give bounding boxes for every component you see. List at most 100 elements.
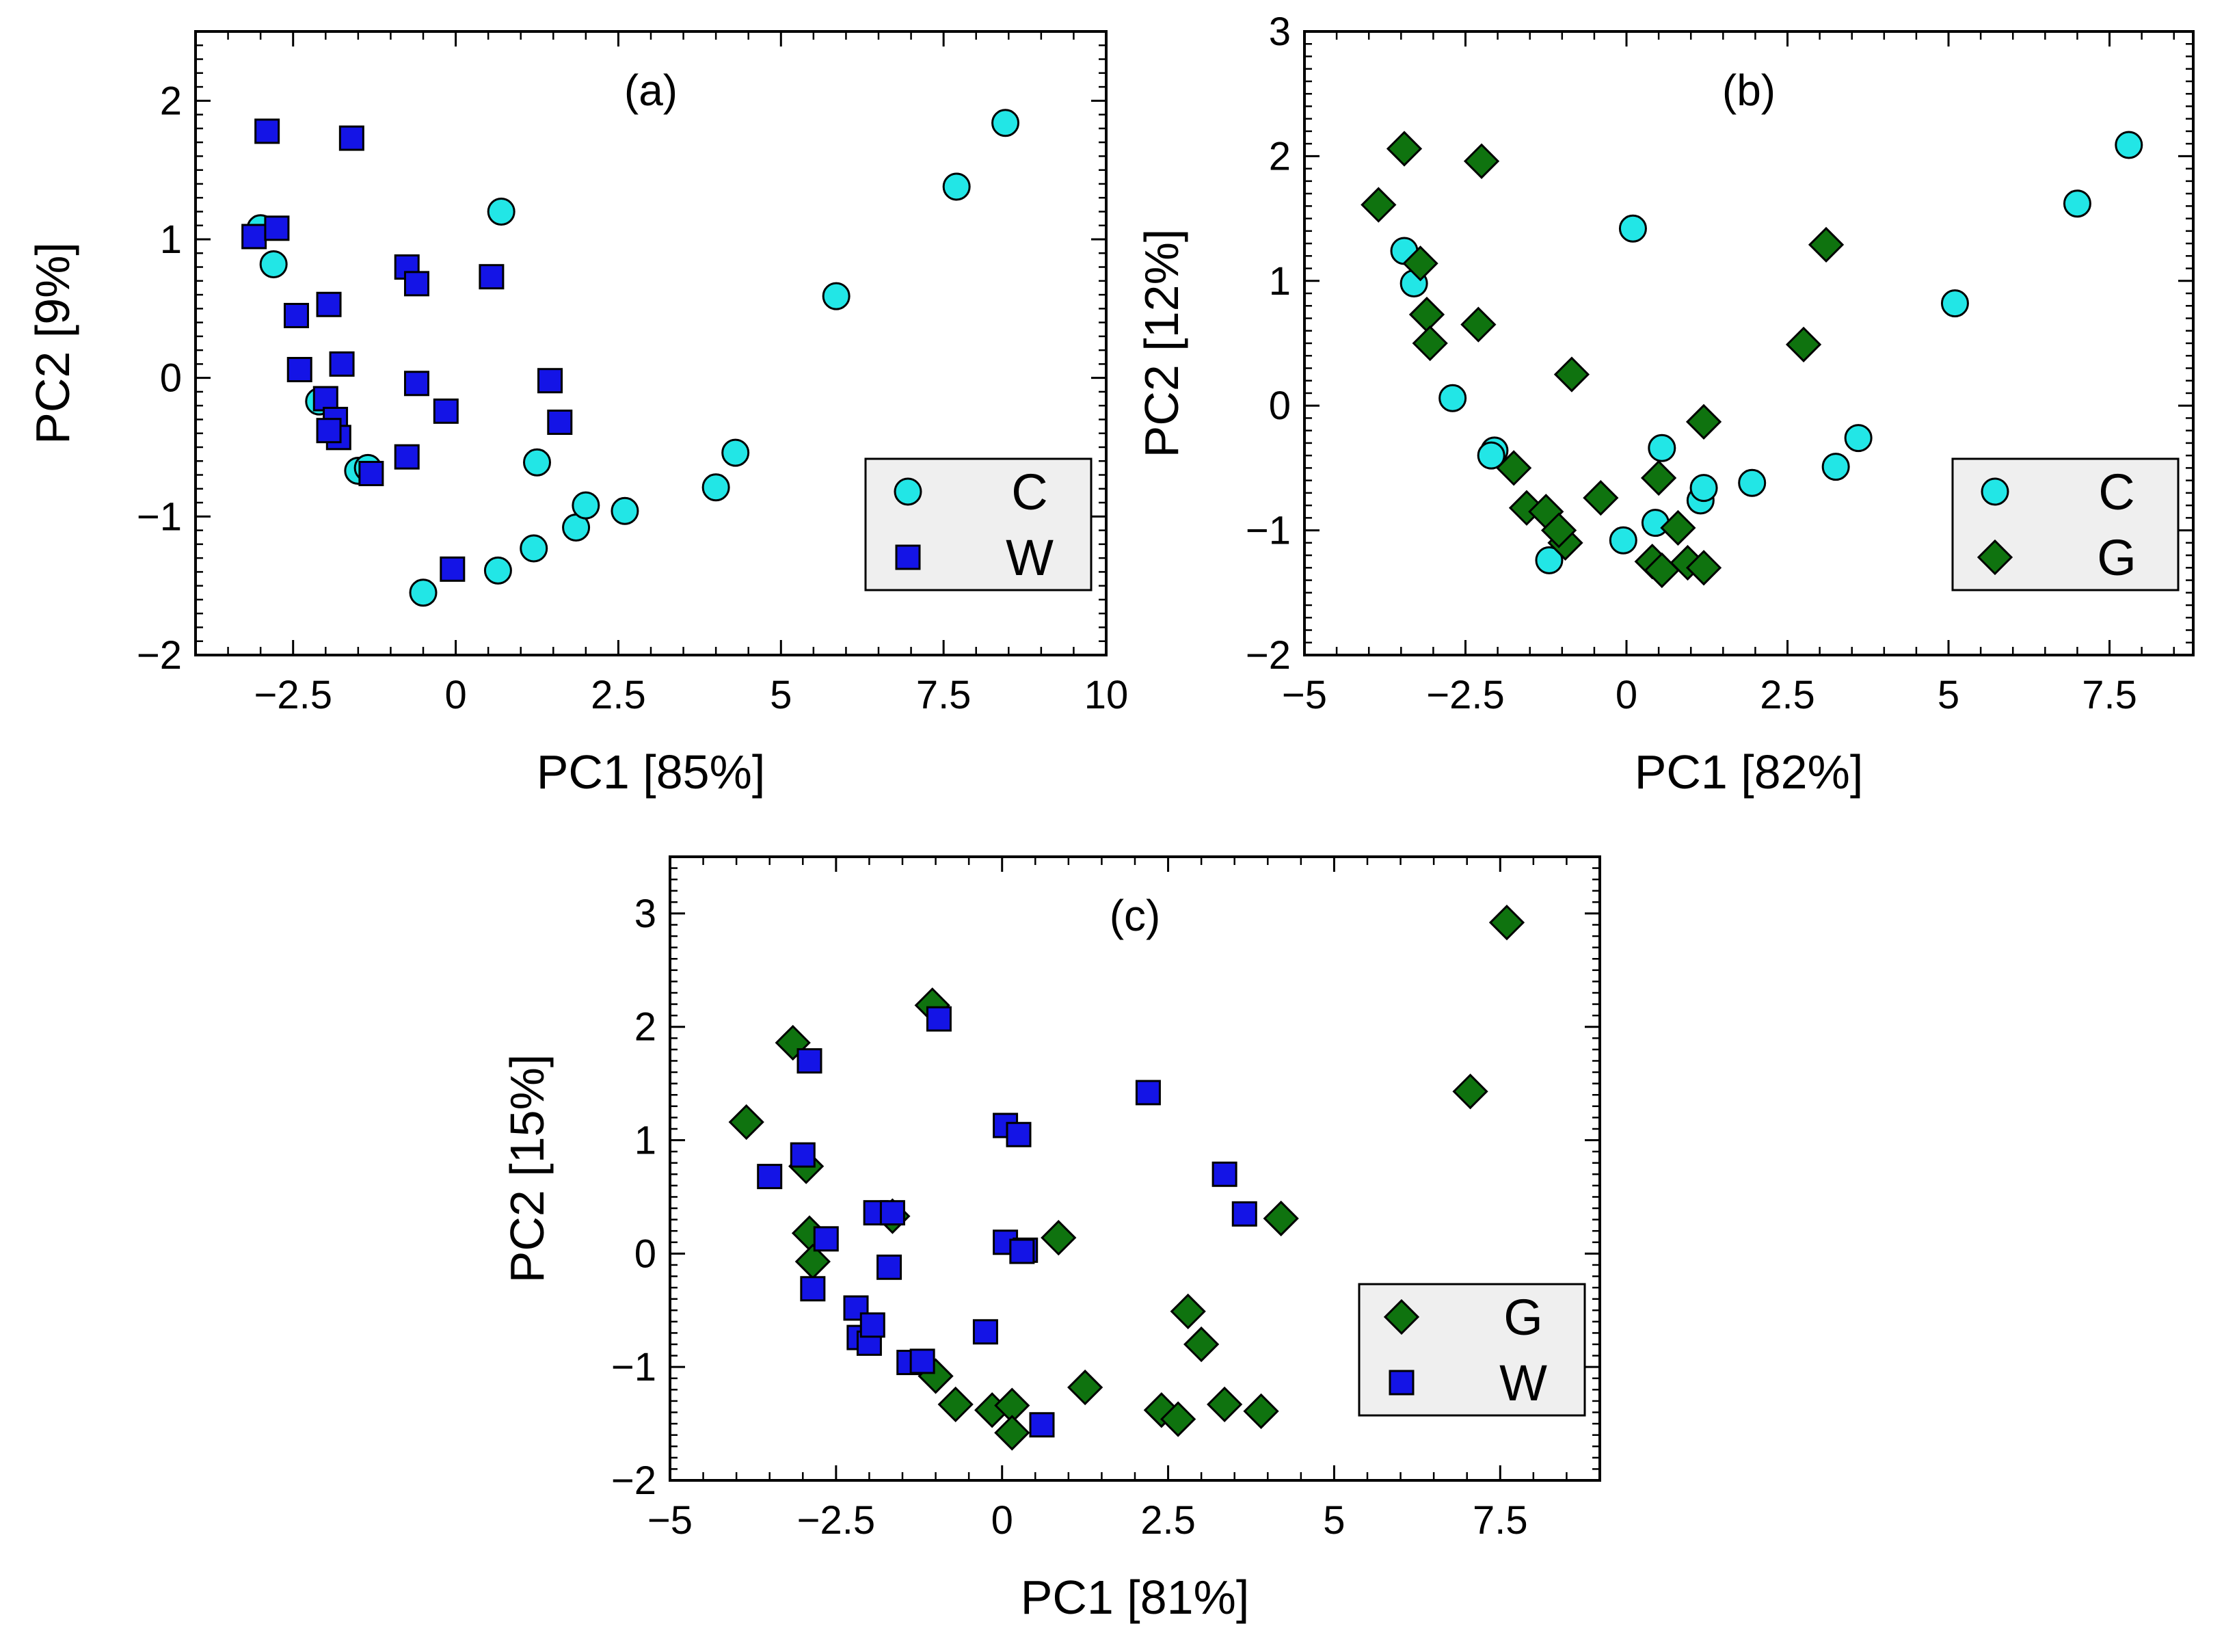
point-b-G-7 <box>1496 450 1532 486</box>
point-b-G-17 <box>1660 509 1696 546</box>
point-b-C-13 <box>1821 453 1850 481</box>
panel-b: (b) PC1 [82%] PC2 [12%] −5 −2.5 0 2.5 5 7.5 −2… <box>1135 10 2195 799</box>
panel-a: (a) PC1 [85%] PC2 [9%] −2.5 0 2.5 5 7.5 10−2−… <box>26 30 1128 799</box>
point-c-G-11 <box>994 1415 1030 1451</box>
panel-title-b: (b) <box>1722 66 1776 115</box>
point-c-W-24 <box>1231 1201 1257 1227</box>
point-a-W-14 <box>403 271 429 297</box>
legend-label-c-0: G <box>1503 1289 1543 1346</box>
x-axis-label-b: PC1 [82%] <box>1635 745 1864 799</box>
point-b-C-14 <box>1844 424 1873 453</box>
point-b-G-11 <box>1540 512 1577 548</box>
legend-marker-a-1 <box>895 544 921 570</box>
x-tick-label-c-3: 2.5 <box>1140 1498 1196 1543</box>
x-tick-label-a-0: −2.5 <box>254 673 332 717</box>
data-points-b <box>1361 131 2143 589</box>
legend-label-b-1: G <box>2097 529 2136 586</box>
point-c-G-22 <box>1488 905 1525 941</box>
point-a-C-11 <box>572 491 600 520</box>
axis-ticks-b: −5 −2.5 0 2.5 5 7.5 −2 −1 0 1 2 3 <box>1246 10 2193 717</box>
legend-symbol-a-C <box>894 477 922 506</box>
x-tick-label-c-4: 5 <box>1323 1498 1345 1543</box>
point-a-W-9 <box>329 351 355 377</box>
legend-marker-c-1 <box>1389 1370 1415 1396</box>
point-a-C-8 <box>523 448 551 477</box>
legend-box-b <box>1951 457 2180 591</box>
panel-title-c: (c) <box>1110 891 1161 940</box>
point-c-W-4 <box>813 1226 839 1252</box>
y-tick-label-a-3: 1 <box>160 217 182 262</box>
point-b-C-2 <box>1438 384 1467 412</box>
y-tick-label-b-1: −1 <box>1246 509 1291 553</box>
point-c-W-10 <box>879 1200 905 1226</box>
point-b-C-17 <box>2115 131 2143 159</box>
panel-c: (c) PC1 [81%] PC2 [15%] −5 −2.5 0 2.5 5 7.5 −2… <box>500 855 1601 1624</box>
point-b-G-2 <box>1402 245 1438 282</box>
legend-c: G W <box>1358 1283 1586 1417</box>
legend-marker-b-0 <box>1981 477 2009 506</box>
point-a-W-1 <box>254 118 280 144</box>
point-a-W-5 <box>316 291 342 317</box>
legend-marker-c-0 <box>1383 1298 1420 1335</box>
point-a-W-21 <box>547 410 573 436</box>
point-b-G-5 <box>1463 143 1500 179</box>
y-tick-label-a-2: 0 <box>160 356 182 401</box>
point-c-G-0 <box>728 1104 764 1141</box>
point-a-C-14 <box>721 438 750 467</box>
point-c-W-2 <box>796 1048 822 1074</box>
point-c-W-13 <box>909 1348 935 1374</box>
point-c-W-1 <box>790 1142 816 1168</box>
y-tick-label-b-0: −2 <box>1246 633 1291 678</box>
point-c-G-12 <box>1041 1220 1077 1256</box>
legend-box-c <box>1358 1283 1586 1417</box>
panel-title-a: (a) <box>624 66 678 115</box>
legend-marker-a-0 <box>894 477 922 506</box>
point-a-W-18 <box>440 556 466 582</box>
point-b-C-12 <box>1738 468 1767 497</box>
x-tick-label-a-3: 5 <box>770 673 792 717</box>
point-c-W-21 <box>1029 1412 1055 1438</box>
y-tick-label-a-4: 2 <box>160 79 182 123</box>
point-a-W-4 <box>286 357 312 383</box>
point-b-G-20 <box>1685 403 1722 440</box>
point-b-G-6 <box>1460 306 1497 343</box>
x-tick-label-a-4: 7.5 <box>916 673 972 717</box>
point-c-G-16 <box>1170 1293 1206 1330</box>
point-a-C-6 <box>487 197 515 226</box>
point-c-G-13 <box>1067 1369 1103 1406</box>
point-c-W-22 <box>1135 1080 1161 1106</box>
point-b-C-9 <box>1648 434 1676 462</box>
y-tick-label-c-0: −2 <box>611 1458 656 1503</box>
legend-label-c-1: W <box>1499 1355 1547 1411</box>
point-a-W-16 <box>394 444 420 470</box>
point-a-C-7 <box>483 556 512 585</box>
point-c-W-15 <box>972 1319 998 1345</box>
point-c-G-18 <box>1207 1386 1243 1423</box>
point-c-G-19 <box>1243 1393 1279 1429</box>
point-b-G-0 <box>1361 187 1397 223</box>
y-axis-label-a: PC2 [9%] <box>26 242 79 444</box>
y-tick-label-c-1: −1 <box>611 1345 656 1389</box>
x-tick-label-b-2: 0 <box>1616 673 1637 717</box>
point-a-C-13 <box>701 473 730 502</box>
x-tick-label-a-2: 2.5 <box>591 673 646 717</box>
y-axis-label-b: PC2 [12%] <box>1135 229 1188 458</box>
point-c-W-20 <box>1009 1238 1035 1264</box>
point-a-C-5 <box>409 578 438 607</box>
data-points-c <box>728 905 1525 1451</box>
point-a-W-12 <box>358 461 384 487</box>
legend-symbol-b-C <box>1981 477 2009 506</box>
legend-box-a <box>864 457 1093 591</box>
legend-symbol-c-W <box>1389 1370 1415 1396</box>
point-a-C-1 <box>259 250 288 278</box>
point-a-W-15 <box>403 371 429 397</box>
point-b-C-11 <box>1689 474 1718 503</box>
point-c-W-23 <box>1211 1161 1237 1187</box>
point-b-G-4 <box>1412 325 1448 362</box>
y-tick-label-c-3: 1 <box>634 1119 656 1163</box>
point-a-W-20 <box>537 368 563 394</box>
point-c-W-14 <box>926 1006 952 1032</box>
x-tick-label-c-1: −2.5 <box>797 1498 876 1543</box>
legend-symbol-c-G <box>1383 1298 1420 1335</box>
